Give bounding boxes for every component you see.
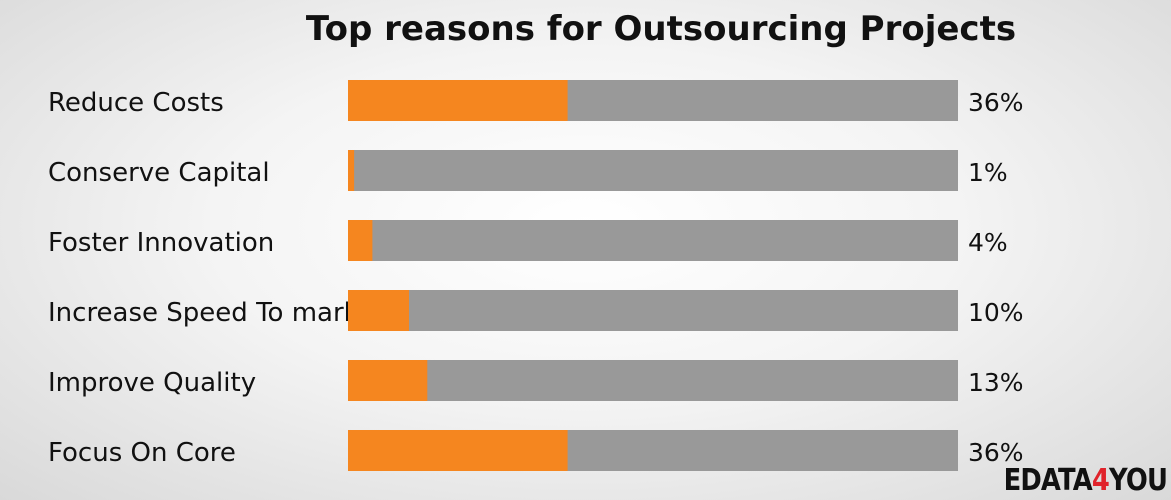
bar-conserve-capital	[348, 150, 355, 191]
value-label-improve-quality: 13%	[968, 368, 1024, 397]
category-label-foster-innovation: Foster Innovation	[48, 228, 274, 258]
bar-track-conserve-capital	[348, 150, 958, 191]
logo-accent: 4	[1091, 463, 1110, 498]
bar-improve-quality	[348, 360, 428, 401]
bars-group: Reduce Costs 36% Conserve Capital 1% Foster …	[48, 80, 1024, 471]
category-label-increase-speed-to-market: Increase Speed To market	[48, 298, 384, 328]
value-label-increase-speed-to-market: 10%	[968, 298, 1024, 327]
chart-title: Top reasons for Outsourcing Projects	[306, 9, 1016, 49]
bar-track-increase-speed-to-market	[348, 290, 958, 331]
value-label-reduce-costs: 36%	[968, 88, 1024, 117]
category-label-improve-quality: Improve Quality	[48, 368, 256, 398]
category-label-conserve-capital: Conserve Capital	[48, 158, 270, 188]
category-label-focus-on-core: Focus On Core	[48, 438, 236, 468]
bar-increase-speed-to-market	[348, 290, 409, 331]
logo-prefix: EDATA	[1003, 463, 1093, 498]
bar-track-improve-quality	[348, 360, 958, 401]
value-label-focus-on-core: 36%	[968, 438, 1024, 467]
bar-track-foster-innovation	[348, 220, 958, 261]
value-label-foster-innovation: 4%	[968, 228, 1008, 257]
bar-foster-innovation	[348, 220, 373, 261]
bar-focus-on-core	[348, 430, 568, 471]
logo-suffix: YOU	[1108, 463, 1168, 498]
edata4you-logo: EDATA4YOU	[1003, 463, 1168, 498]
value-label-conserve-capital: 1%	[968, 158, 1008, 187]
category-label-reduce-costs: Reduce Costs	[48, 88, 224, 118]
bar-reduce-costs	[348, 80, 568, 121]
